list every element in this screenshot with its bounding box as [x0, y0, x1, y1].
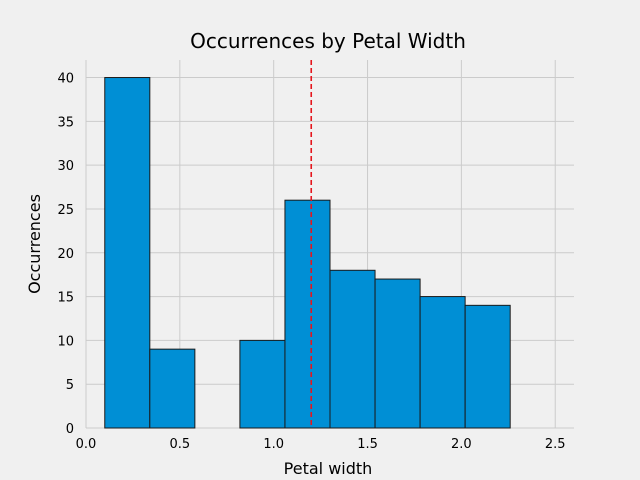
y-axis-ticks: 0 5 10 15 20 25 30 35 40 — [57, 72, 74, 437]
histogram-bar — [374, 278, 421, 429]
x-axis-ticks: 0.0 0.5 1.0 1.5 2.0 2.5 — [76, 437, 566, 452]
histogram-bar — [104, 77, 151, 429]
y-tick-label: 35 — [57, 115, 74, 130]
grid — [85, 60, 574, 429]
histogram-bar — [149, 348, 196, 429]
y-tick-label: 10 — [57, 334, 74, 349]
x-tick-label: 1.0 — [263, 437, 284, 452]
x-tick-label: 1.5 — [357, 437, 378, 452]
chart-title: Occurrences by Petal Width — [190, 29, 466, 53]
x-axis-label: Petal width — [284, 459, 373, 478]
x-tick-label: 0.0 — [76, 437, 97, 452]
x-tick-label: 2.0 — [451, 437, 472, 452]
y-axis-label: Occurrences — [25, 194, 44, 294]
bars — [104, 77, 511, 429]
y-tick-label: 0 — [66, 422, 74, 437]
x-tick-label: 0.5 — [170, 437, 191, 452]
y-tick-label: 25 — [57, 203, 74, 218]
y-tick-label: 20 — [57, 247, 74, 262]
y-tick-label: 40 — [57, 72, 74, 87]
histogram-bar — [239, 339, 286, 429]
x-tick-label: 2.5 — [545, 437, 566, 452]
histogram-bar — [284, 199, 331, 429]
histogram-bar — [464, 304, 511, 429]
histogram-bar — [419, 296, 466, 429]
histogram-bar — [329, 269, 376, 429]
y-tick-label: 5 — [66, 378, 74, 393]
y-tick-label: 30 — [57, 159, 74, 174]
y-tick-label: 15 — [57, 291, 74, 306]
